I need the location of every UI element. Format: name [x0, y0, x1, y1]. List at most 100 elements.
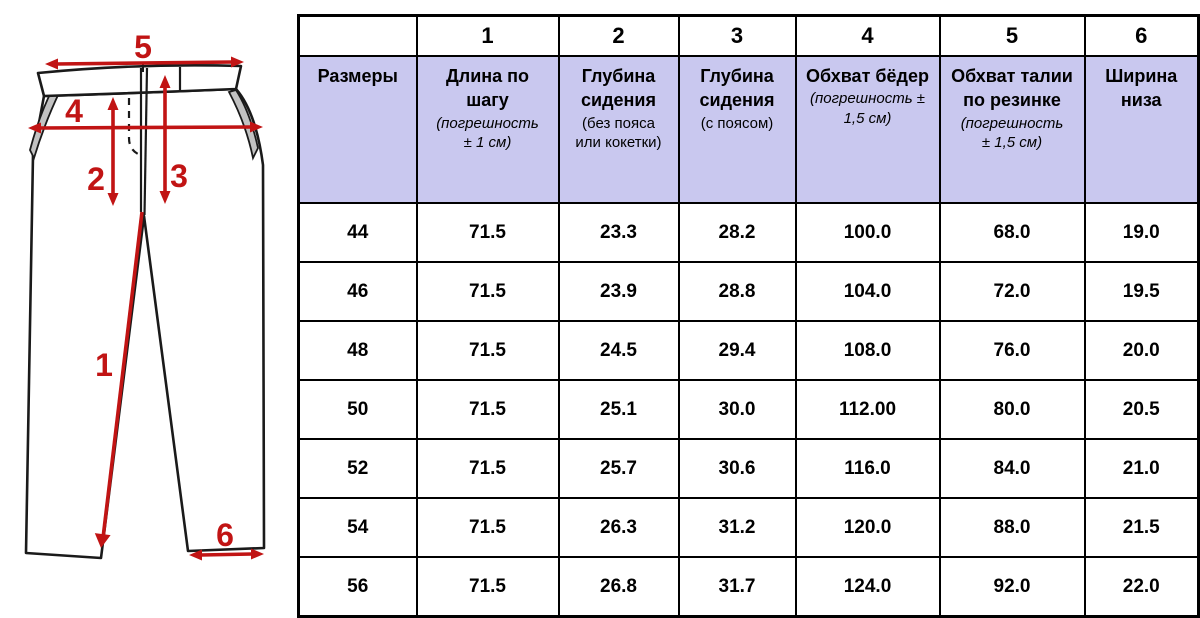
value-cell: 104.0: [794, 261, 941, 322]
value-cell: 25.7: [557, 438, 680, 499]
measure-arrow-2: [107, 97, 119, 206]
table-row-size-46: 46 71.5 23.9 28.8 104.0 72.0 19.5: [297, 261, 1200, 322]
header-title: Глубина сидения: [699, 66, 775, 111]
pants-diagram: 1 2 3 4 5 6: [24, 29, 266, 561]
header-title: Длина по шагу: [445, 66, 530, 111]
measure-label-3: 3: [170, 158, 188, 194]
header-title: Ширина низа: [1105, 66, 1178, 111]
measure-label-1: 1: [95, 347, 113, 383]
value-cell: 71.5: [415, 497, 560, 558]
value-cell: 26.8: [557, 556, 680, 618]
table-row-size-52: 52 71.5 25.7 30.6 116.0 84.0 21.0: [297, 438, 1200, 499]
measure-arrow-6: [189, 548, 264, 561]
value-cell: 24.5: [557, 320, 680, 381]
size-cell: 48: [297, 320, 418, 381]
header-seat-depth-no-belt: Глубина сидения (без пояса или кокетки): [557, 55, 680, 204]
header-title: Обхват бёдер: [806, 66, 929, 86]
value-cell: 71.5: [415, 202, 560, 263]
table-row-size-54: 54 71.5 26.3 31.2 120.0 88.0 21.5: [297, 497, 1200, 558]
value-cell: 124.0: [794, 556, 941, 618]
value-cell: 25.1: [557, 379, 680, 440]
size-cell: 50: [297, 379, 418, 440]
value-cell: 26.3: [557, 497, 680, 558]
value-cell: 22.0: [1083, 556, 1200, 618]
header-note: (погрешность ± 1 см): [436, 114, 539, 152]
header-title: Обхват талии по резинке: [951, 66, 1073, 111]
value-cell: 28.8: [677, 261, 797, 322]
value-cell: 31.2: [677, 497, 797, 558]
header-title: Размеры: [317, 66, 398, 86]
measure-label-5: 5: [134, 29, 152, 65]
header-note: (погрешность ± 1,5 см): [809, 90, 925, 127]
value-cell: 100.0: [794, 202, 941, 263]
size-cell: 44: [297, 202, 418, 263]
size-cell: 46: [297, 261, 418, 322]
value-cell: 108.0: [794, 320, 941, 381]
corner-cell: [297, 14, 418, 57]
value-cell: 30.6: [677, 438, 797, 499]
value-cell: 19.0: [1083, 202, 1200, 263]
table-row-size-48: 48 71.5 24.5 29.4 108.0 76.0 20.0: [297, 320, 1200, 381]
value-cell: 84.0: [938, 438, 1086, 499]
column-header-row: Размеры Длина по шагу (погрешность ± 1 см…: [297, 55, 1200, 204]
value-cell: 29.4: [677, 320, 797, 381]
value-cell: 23.3: [557, 202, 680, 263]
header-hip-girth: Обхват бёдер (погрешность ± 1,5 см): [794, 55, 941, 204]
value-cell: 71.5: [415, 438, 560, 499]
size-table: 1 2 3 4 5 6 Размеры Длина по шагу (погреш…: [297, 14, 1200, 618]
column-number: 3: [677, 14, 797, 57]
value-cell: 80.0: [938, 379, 1086, 440]
measure-arrow-4: [28, 121, 263, 134]
measure-label-6: 6: [216, 517, 234, 553]
header-waist-girth: Обхват талии по резинке (погрешность ± 1,…: [938, 55, 1086, 204]
table-row-size-44: 44 71.5 23.3 28.2 100.0 68.0 19.0: [297, 202, 1200, 263]
size-cell: 52: [297, 438, 418, 499]
fly-dashed-line: [127, 98, 144, 158]
column-number: 6: [1083, 14, 1200, 57]
size-cell: 56: [297, 556, 418, 618]
value-cell: 71.5: [415, 261, 560, 322]
header-seat-depth-with-belt: Глубина сидения (с поясом): [677, 55, 797, 204]
column-number: 1: [415, 14, 560, 57]
header-note: (с поясом): [700, 114, 774, 132]
value-cell: 120.0: [794, 497, 941, 558]
value-cell: 68.0: [938, 202, 1086, 263]
pocket-left: [29, 89, 62, 161]
waistband: [36, 64, 243, 98]
value-cell: 19.5: [1083, 261, 1200, 322]
measure-arrow-5: [45, 56, 244, 70]
value-cell: 28.2: [677, 202, 797, 263]
value-cell: 20.5: [1083, 379, 1200, 440]
value-cell: 23.9: [557, 261, 680, 322]
header-inseam-length: Длина по шагу (погрешность ± 1 см): [415, 55, 560, 204]
value-cell: 116.0: [794, 438, 941, 499]
table-row-size-56: 56 71.5 26.8 31.7 124.0 92.0 22.0: [297, 556, 1200, 618]
header-note: (погрешность ± 1,5 см): [960, 114, 1064, 152]
measure-arrow-3: [159, 75, 171, 204]
value-cell: 20.0: [1083, 320, 1200, 381]
header-sizes: Размеры: [297, 55, 418, 204]
value-cell: 71.5: [415, 379, 560, 440]
value-cell: 31.7: [677, 556, 797, 618]
header-title: Глубина сидения: [581, 66, 656, 111]
value-cell: 21.0: [1083, 438, 1200, 499]
value-cell: 72.0: [938, 261, 1086, 322]
value-cell: 76.0: [938, 320, 1086, 381]
value-cell: 71.5: [415, 320, 560, 381]
value-cell: 88.0: [938, 497, 1086, 558]
column-number: 2: [557, 14, 680, 57]
pocket-right: [227, 88, 259, 161]
measure-arrow-1: [94, 211, 144, 548]
value-cell: 112.00: [794, 379, 941, 440]
value-cell: 92.0: [938, 556, 1086, 618]
measure-label-2: 2: [87, 161, 105, 197]
table-row-size-50: 50 71.5 25.1 30.0 112.00 80.0 20.5: [297, 379, 1200, 440]
measure-label-4: 4: [65, 93, 83, 129]
column-number: 5: [938, 14, 1086, 57]
column-number-row: 1 2 3 4 5 6: [297, 14, 1200, 57]
size-cell: 54: [297, 497, 418, 558]
value-cell: 71.5: [415, 556, 560, 618]
header-note: (без пояса или кокетки): [575, 114, 662, 152]
center-seam-right: [143, 67, 149, 216]
